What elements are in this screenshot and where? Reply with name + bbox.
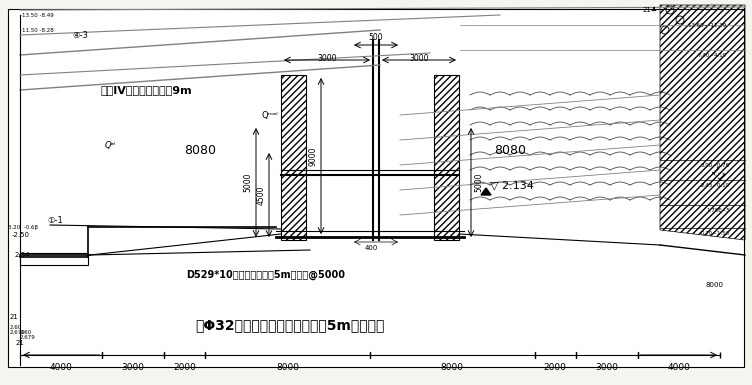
Text: 1.70E~5: 1.70E~5 bbox=[706, 208, 730, 213]
Text: 2.60
2.679: 2.60 2.679 bbox=[20, 330, 36, 340]
Text: 1:1: 1:1 bbox=[709, 166, 727, 184]
Bar bbox=[20, 253, 88, 265]
Text: 5000: 5000 bbox=[475, 173, 484, 192]
Text: 9000: 9000 bbox=[308, 146, 317, 166]
Text: 3000: 3000 bbox=[409, 54, 429, 62]
Text: 2.34: 2.34 bbox=[15, 252, 31, 258]
Bar bbox=[281, 75, 306, 240]
Text: Qᵐᵃˡ: Qᵐᵃˡ bbox=[262, 110, 278, 119]
Text: -2.50: -2.50 bbox=[12, 232, 30, 238]
Text: 8000: 8000 bbox=[441, 363, 464, 372]
Text: 21♣: 21♣ bbox=[642, 7, 657, 13]
Text: ▽ 2.134: ▽ 2.134 bbox=[490, 180, 534, 190]
Text: 2000: 2000 bbox=[173, 363, 196, 372]
Text: 3.20  -0.6β: 3.20 -0.6β bbox=[8, 224, 38, 229]
Text: -13.50 -8.49: -13.50 -8.49 bbox=[20, 12, 53, 17]
Text: -13.60~-11.39: -13.60~-11.39 bbox=[687, 22, 727, 27]
Text: 3000: 3000 bbox=[317, 54, 337, 62]
Text: 500: 500 bbox=[368, 32, 384, 42]
Text: 3000: 3000 bbox=[596, 363, 618, 372]
Text: D529*10螺旋钢管单根长5m拉结桩@5000: D529*10螺旋钢管单根长5m拉结桩@5000 bbox=[186, 270, 345, 280]
Text: 2000: 2000 bbox=[544, 363, 567, 372]
Text: 21: 21 bbox=[10, 314, 19, 320]
Text: 5000: 5000 bbox=[244, 173, 253, 192]
Text: 8000: 8000 bbox=[706, 282, 724, 288]
Polygon shape bbox=[481, 188, 491, 195]
Bar bbox=[434, 75, 459, 240]
Text: 21: 21 bbox=[16, 340, 24, 346]
Text: 4000: 4000 bbox=[667, 363, 690, 372]
Text: 4500: 4500 bbox=[256, 185, 265, 205]
Text: 3.00~0.78: 3.00~0.78 bbox=[701, 162, 730, 167]
Text: 8080: 8080 bbox=[184, 144, 216, 156]
Text: 8000: 8000 bbox=[276, 363, 299, 372]
Text: 7.40~4.19: 7.40~4.19 bbox=[698, 52, 727, 57]
Text: 400: 400 bbox=[364, 245, 378, 251]
Text: 8080: 8080 bbox=[494, 144, 526, 156]
Text: 2.60
2.679: 2.60 2.679 bbox=[10, 325, 26, 335]
Text: ①-1: ①-1 bbox=[47, 216, 63, 224]
Text: Qᵃˡ: Qᵃˡ bbox=[105, 141, 116, 149]
Text: -11.50 -8.28: -11.50 -8.28 bbox=[20, 27, 53, 32]
Text: 2.43~0.19: 2.43~0.19 bbox=[701, 182, 730, 187]
Text: 4000: 4000 bbox=[50, 363, 73, 372]
Text: 用Φ32预应力钢筋做为锚系杆每5m间距一根: 用Φ32预应力钢筋做为锚系杆每5m间距一根 bbox=[196, 318, 385, 332]
Text: 拉森IV钢板桩，单根长9m: 拉森IV钢板桩，单根长9m bbox=[100, 85, 192, 95]
Text: 3000: 3000 bbox=[122, 363, 144, 372]
Text: 0.70~1.50: 0.70~1.50 bbox=[701, 231, 730, 236]
Text: ④-3: ④-3 bbox=[72, 30, 88, 40]
